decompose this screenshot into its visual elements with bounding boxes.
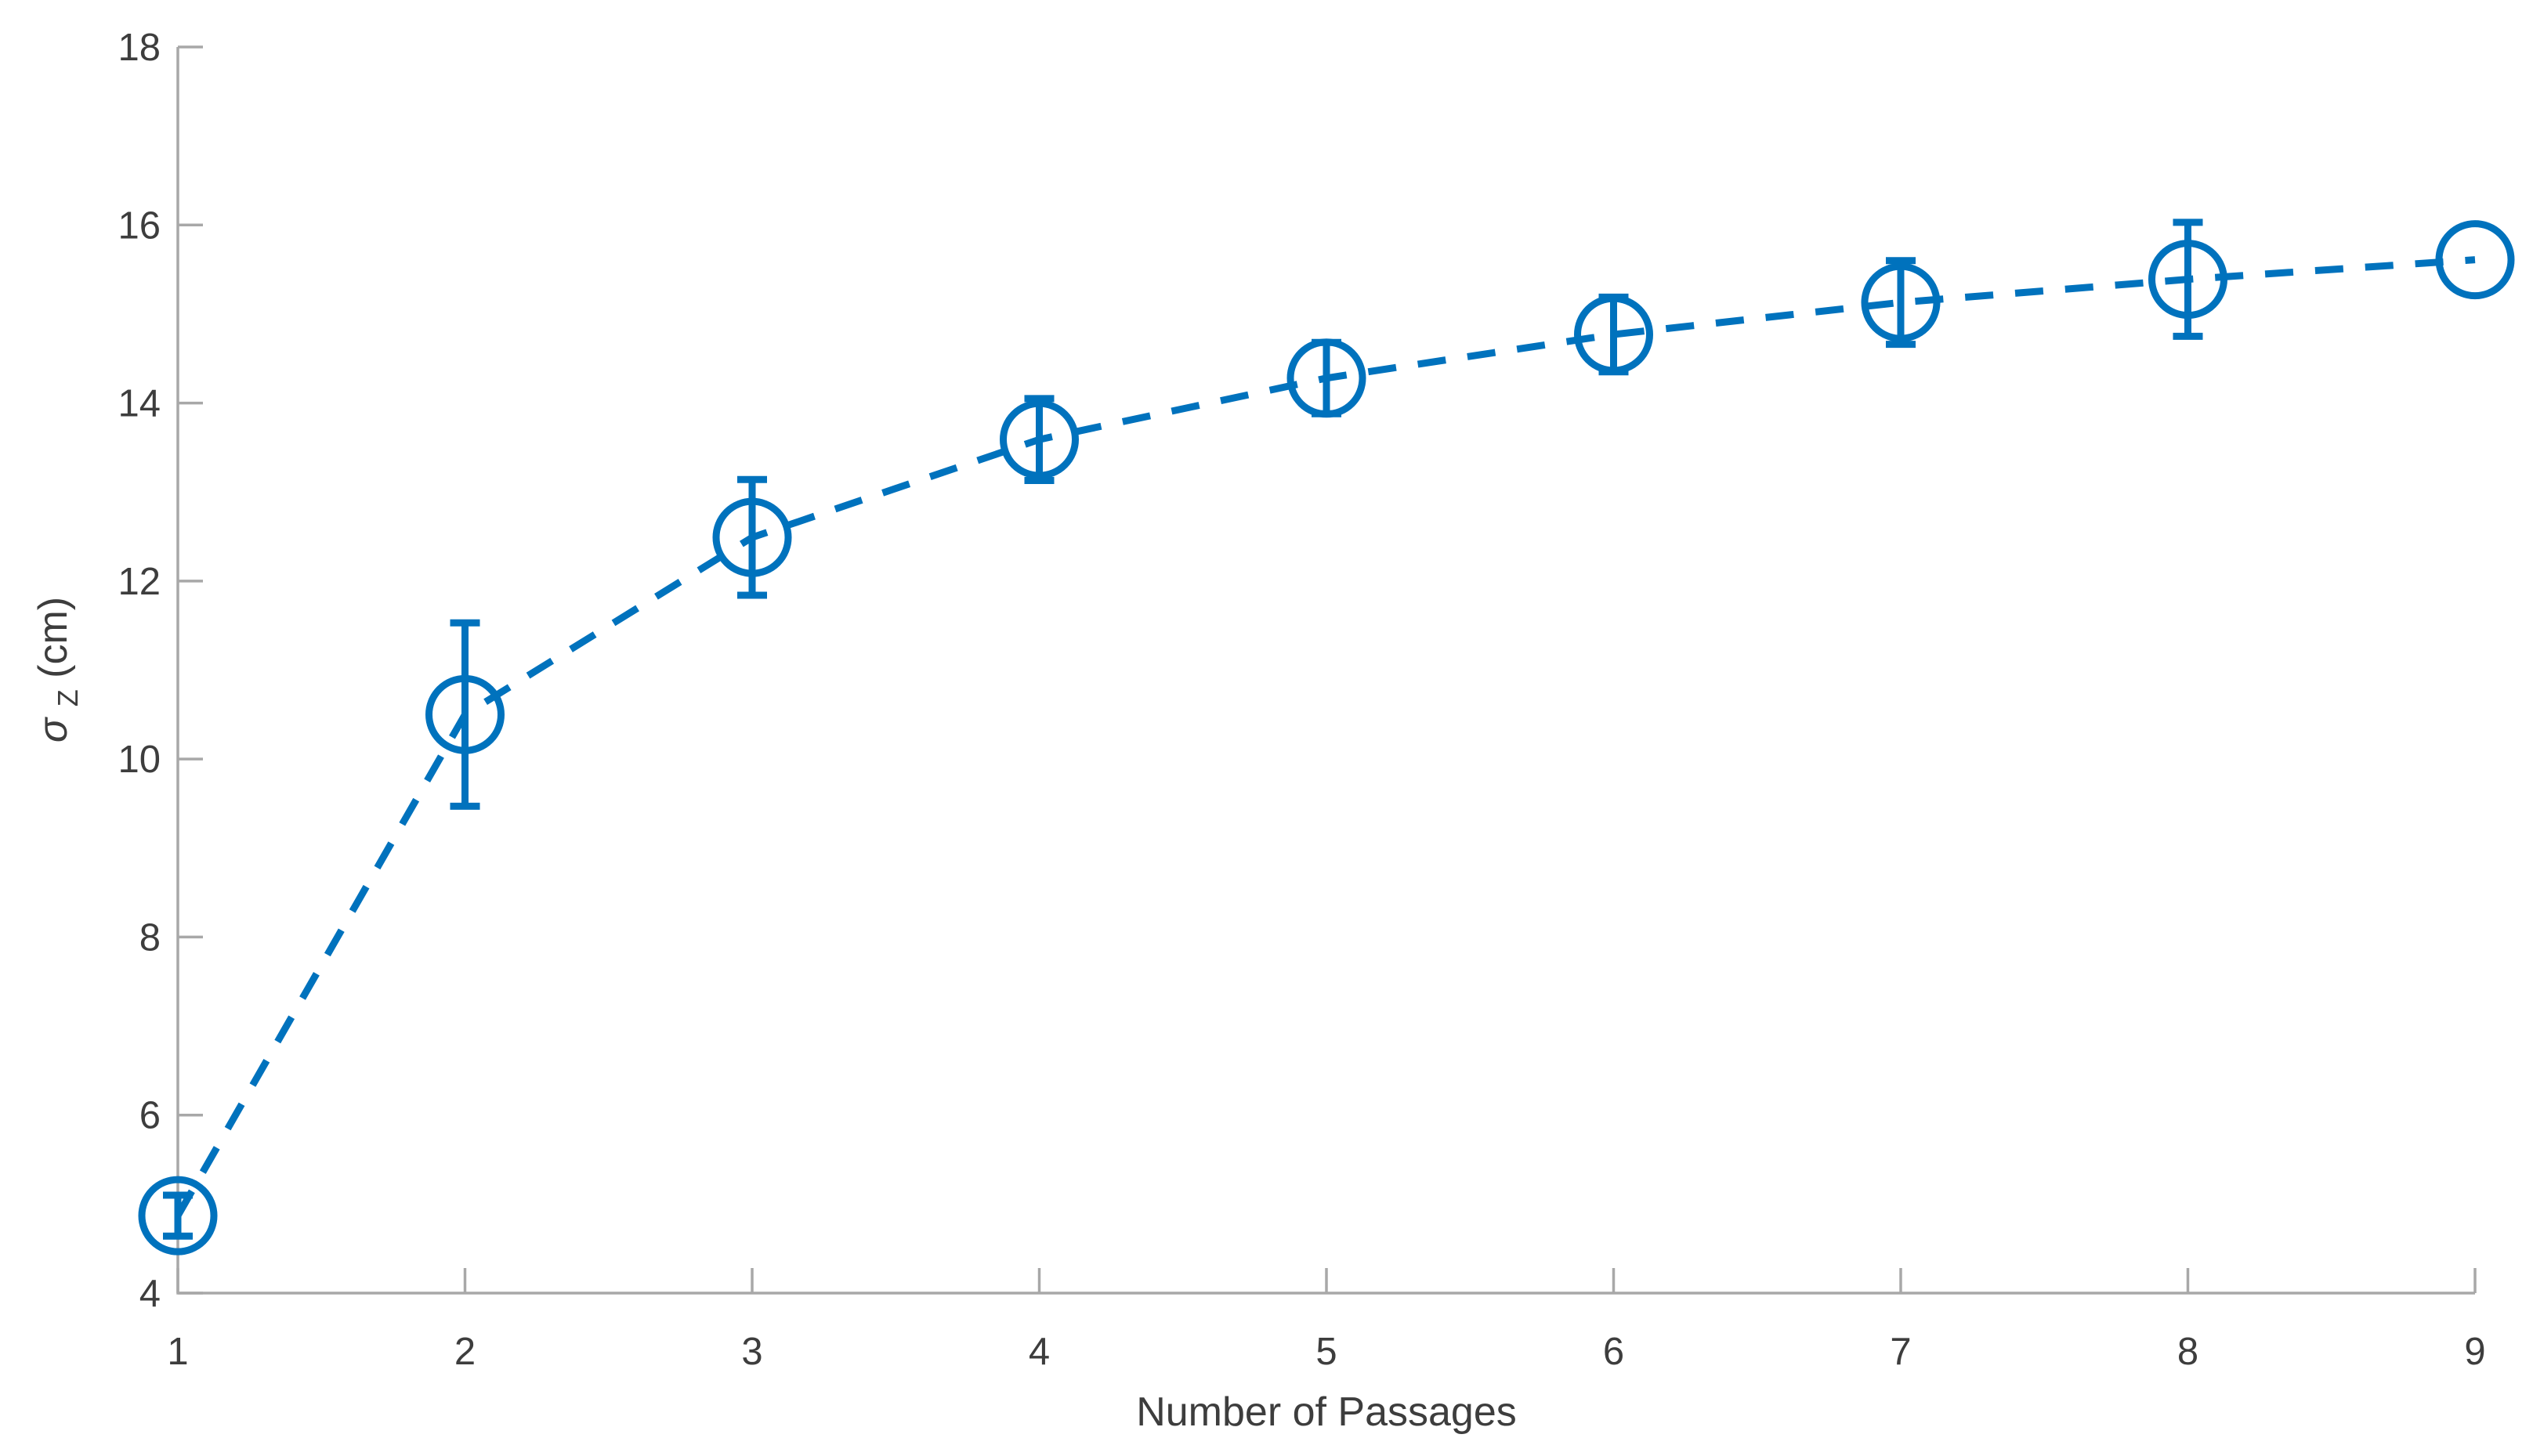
y-tick-label: 10 xyxy=(118,739,161,781)
y-axis-label-unit: (cm) xyxy=(31,597,76,678)
data-point-marker xyxy=(1574,294,1653,374)
data-point-marker xyxy=(712,497,792,577)
y-tick-label: 12 xyxy=(118,561,161,603)
x-tick-label: 1 xyxy=(167,1331,188,1373)
y-axis-label-subscript: Z xyxy=(52,689,84,706)
data-point-marker xyxy=(138,1176,218,1255)
x-tick-label: 5 xyxy=(1315,1331,1337,1373)
data-point-marker xyxy=(1286,338,1366,418)
data-point-marker xyxy=(2435,220,2515,300)
y-tick-label: 8 xyxy=(139,916,161,959)
axis-lines xyxy=(176,47,2475,1295)
x-tick-label: 3 xyxy=(741,1331,762,1373)
y-axis-label: σ Z (cm) xyxy=(31,597,87,742)
y-tick-label: 18 xyxy=(118,27,161,69)
x-tick-label: 7 xyxy=(1890,1331,1911,1373)
y-tick-label: 16 xyxy=(118,204,161,247)
data-point-marker xyxy=(1000,399,1079,479)
x-tick-label: 2 xyxy=(454,1331,476,1373)
y-tick-label: 6 xyxy=(139,1095,161,1137)
y-axis-label-sigma: σ xyxy=(31,717,76,742)
y-tick-label: 14 xyxy=(118,383,161,425)
data-point-marker xyxy=(425,674,505,754)
x-tick-label: 4 xyxy=(1029,1331,1050,1373)
x-tick-label: 9 xyxy=(2464,1331,2485,1373)
data-point-marker xyxy=(2148,240,2227,320)
x-axis-label: Number of Passages xyxy=(1136,1389,1517,1435)
data-point-marker xyxy=(1861,262,1941,342)
y-tick-label: 4 xyxy=(139,1273,161,1315)
series-sigma-z xyxy=(138,219,2515,1255)
x-tick-label: 6 xyxy=(1603,1331,1624,1373)
x-tick-label: 8 xyxy=(2177,1331,2198,1373)
